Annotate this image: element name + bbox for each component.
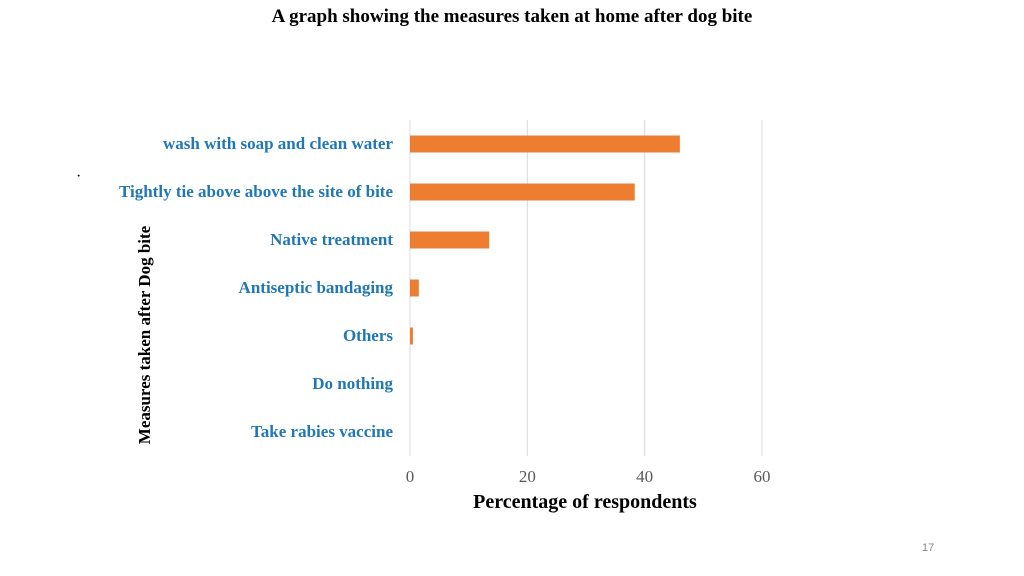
bar-0 xyxy=(410,135,680,153)
x-tick-label: 40 xyxy=(636,467,653,486)
bullet-mark: · xyxy=(76,168,82,185)
x-tick-label: 60 xyxy=(754,467,771,486)
category-label: Antiseptic bandaging xyxy=(238,278,393,297)
x-tick-label: 0 xyxy=(406,467,415,486)
category-label: Do nothing xyxy=(312,374,393,393)
category-label: Others xyxy=(342,326,393,345)
category-label: Take rabies vaccine xyxy=(251,422,393,441)
category-label: Tightly tie above above the site of bite xyxy=(118,182,393,201)
bar-4 xyxy=(410,327,413,345)
bar-2 xyxy=(410,231,490,249)
bar-1 xyxy=(410,183,635,201)
slide-title: A graph showing the measures taken at ho… xyxy=(271,6,753,27)
category-label: Native treatment xyxy=(270,230,393,249)
x-tick-label: 20 xyxy=(519,467,536,486)
category-label: wash with soap and clean water xyxy=(163,134,393,153)
y-axis-title: Measures taken after Dog bite xyxy=(135,225,154,445)
x-axis-title: Percentage of respondents xyxy=(473,491,697,513)
bar-3 xyxy=(410,279,419,297)
page-number: 17 xyxy=(922,542,935,554)
